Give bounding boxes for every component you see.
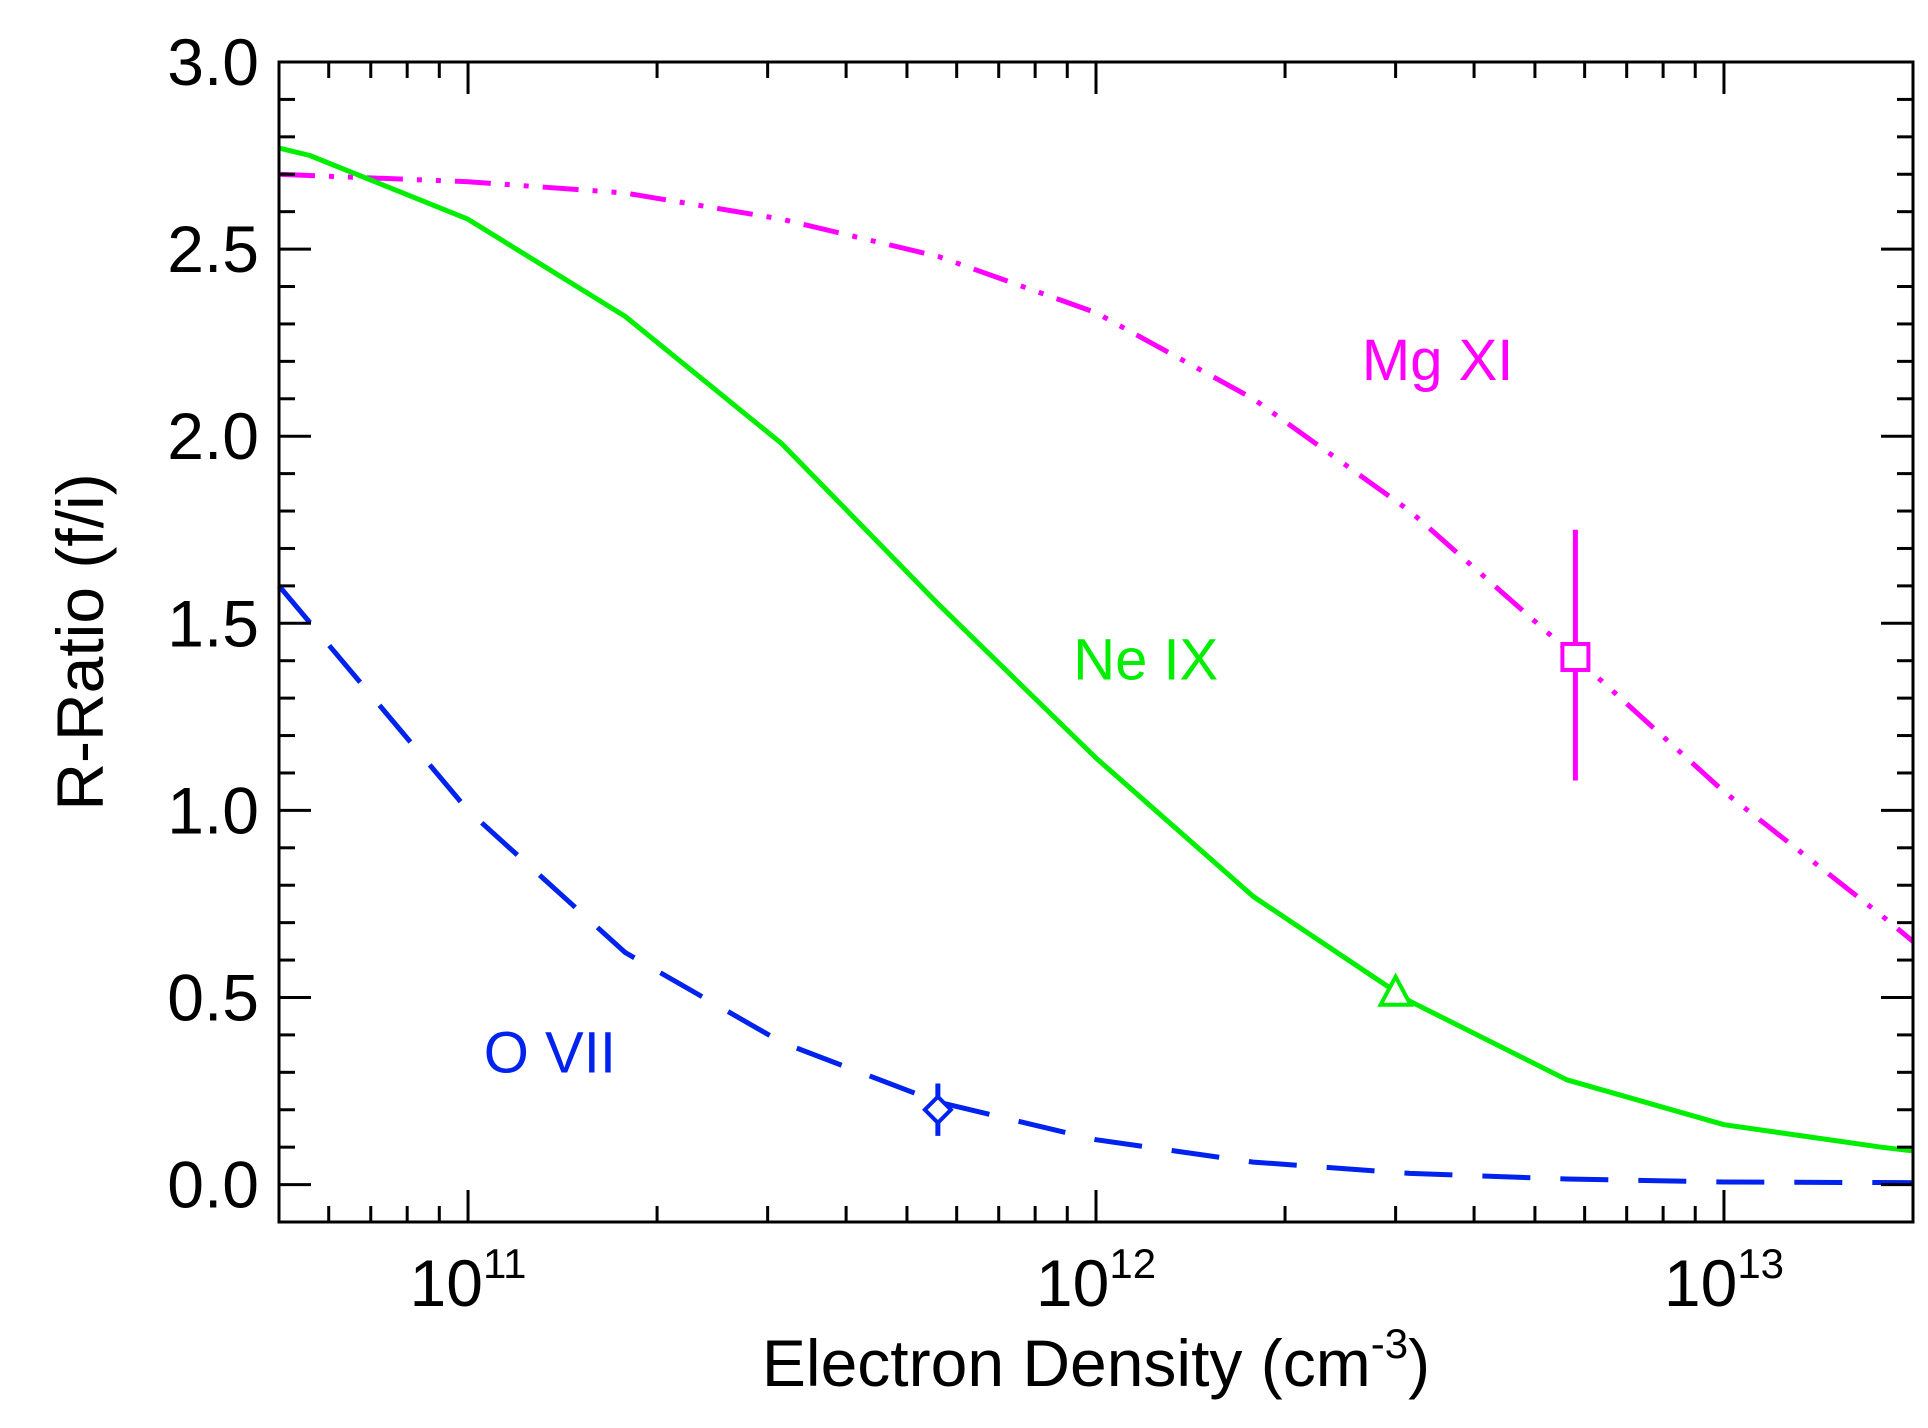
marker-triangle-ne-ix — [1377, 972, 1414, 1007]
series-label-o-vii: O VII — [484, 1020, 616, 1085]
x-tick-label: 1011 — [410, 1240, 527, 1320]
series-line-ne-ix — [278, 145, 1914, 1154]
marker-square-mg-xi — [1560, 641, 1591, 672]
marker-diamond-o-vii — [922, 1093, 954, 1126]
y-tick-label: 3.0 — [167, 25, 259, 99]
series-layer — [277, 145, 1915, 1186]
series-label-ne-ix: Ne IX — [1073, 627, 1218, 692]
y-tick-label: 0.0 — [167, 1148, 259, 1222]
y-tick-label: 1.5 — [167, 586, 259, 660]
tick-layer — [277, 60, 1915, 1224]
tick-label-layer: 0.0 0.5 1.0 1.5 2.0 2.5 3.0 1011 1012 1013 — [167, 25, 1784, 1320]
y-tick-label: 2.5 — [167, 212, 259, 286]
y-tick-label: 1.0 — [167, 773, 259, 847]
y-tick-label: 0.5 — [167, 960, 259, 1034]
series-line-o-vii — [277, 584, 1914, 1186]
y-axis-label: R-Ratio (f/i) — [43, 473, 117, 810]
series-line-mg-xi — [278, 171, 1915, 944]
x-tick-label: 1012 — [1036, 1240, 1156, 1320]
x-axis-label: Electron Density (cm-3) — [762, 1320, 1430, 1400]
y-tick-label: 2.0 — [167, 399, 259, 473]
annotation-layer: Mg XI Ne IX O VII — [484, 328, 1514, 1085]
x-tick-label: 1013 — [1664, 1240, 1784, 1320]
marker-layer — [922, 529, 1591, 1136]
series-label-mg-xi: Mg XI — [1362, 328, 1514, 393]
